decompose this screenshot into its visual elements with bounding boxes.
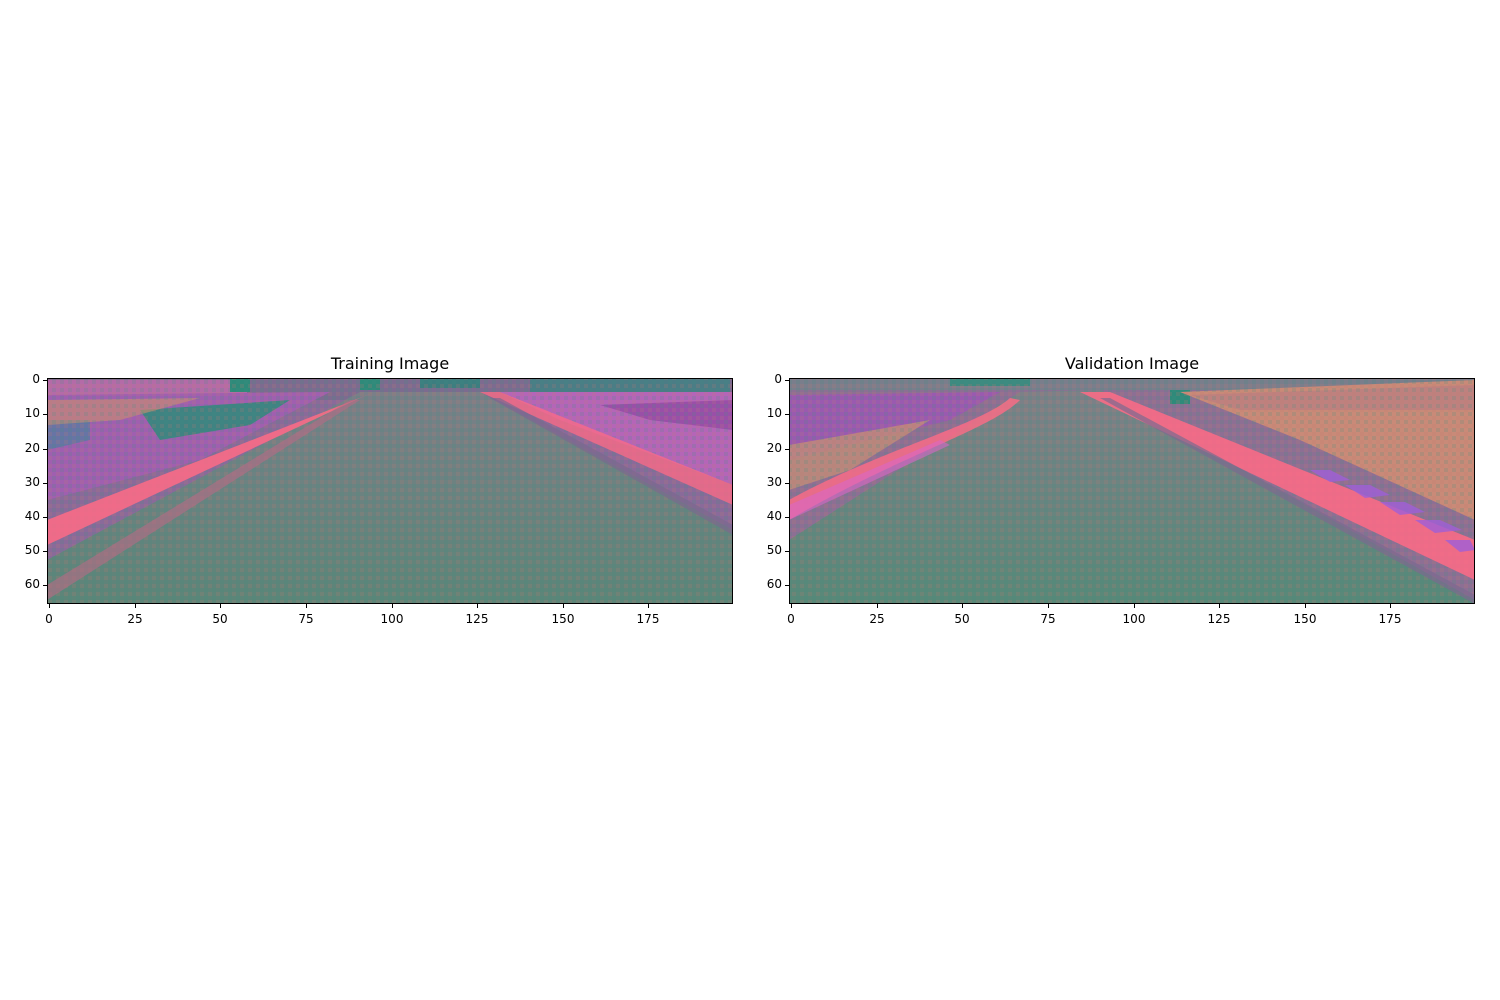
y-tick-label: 30 [766,475,782,489]
training-image-title: Training Image [330,354,450,373]
x-tick-label: 75 [298,612,314,626]
validation-axes-frame [789,378,1475,604]
x-tick-label: 50 [954,612,970,626]
x-tick-label: 175 [1378,612,1402,626]
y-tick-label: 60 [24,577,40,591]
y-tick-label: 0 [32,372,40,386]
x-tick-label: 75 [1040,612,1056,626]
x-tick-label: 150 [551,612,575,626]
y-tick-label: 30 [24,475,40,489]
y-tick-label: 0 [774,372,782,386]
training-axes-frame [47,378,733,604]
x-tick-label: 175 [636,612,660,626]
x-tick-label: 0 [45,612,53,626]
x-tick-label: 125 [465,612,489,626]
validation-image-title: Validation Image [1064,354,1200,373]
y-tick-label: 40 [766,509,782,523]
y-tick-label: 20 [766,441,782,455]
y-tick-label: 20 [24,441,40,455]
y-tick-label: 10 [24,406,40,420]
x-tick-label: 100 [380,612,404,626]
x-tick-label: 0 [787,612,795,626]
x-tick-label: 150 [1293,612,1317,626]
y-tick-label: 10 [766,406,782,420]
striped-kerb [1310,470,1475,552]
y-tick-label: 50 [766,543,782,557]
x-tick-label: 25 [127,612,143,626]
y-tick-label: 60 [766,577,782,591]
validation-image [789,378,1475,604]
training-image [47,378,733,604]
validation-ticks [785,380,1391,608]
x-tick-label: 125 [1207,612,1231,626]
x-tick-label: 25 [869,612,885,626]
x-tick-label: 100 [1122,612,1146,626]
y-tick-label: 40 [24,509,40,523]
training-ticks [43,380,649,608]
y-tick-label: 50 [24,543,40,557]
x-tick-label: 50 [212,612,228,626]
